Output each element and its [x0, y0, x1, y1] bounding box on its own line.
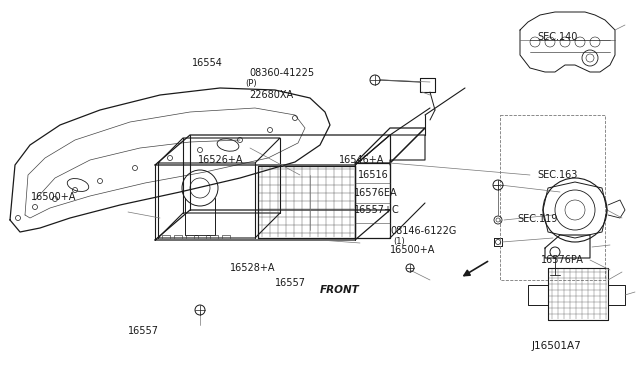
Text: 16528+A: 16528+A: [230, 263, 276, 273]
Text: 16557+C: 16557+C: [354, 205, 399, 215]
Text: FRONT: FRONT: [320, 285, 360, 295]
Text: SEC.119: SEC.119: [517, 215, 557, 224]
Text: 16546+A: 16546+A: [339, 155, 385, 165]
Text: (P): (P): [245, 79, 257, 88]
Text: 16516: 16516: [358, 170, 389, 180]
Text: 16557: 16557: [128, 326, 159, 336]
Text: SEC.140: SEC.140: [538, 32, 578, 42]
Text: 08360-41225: 08360-41225: [250, 68, 315, 77]
Text: 16526+A: 16526+A: [198, 155, 244, 165]
Text: 16576EA: 16576EA: [354, 189, 397, 198]
Text: 16557: 16557: [275, 278, 306, 288]
Text: J16501A7: J16501A7: [531, 341, 581, 351]
Text: (1): (1): [394, 237, 405, 246]
Text: 22680XA: 22680XA: [250, 90, 294, 100]
Text: SEC.163: SEC.163: [538, 170, 578, 180]
Text: 16554: 16554: [192, 58, 223, 68]
Text: 16576PA: 16576PA: [541, 256, 584, 265]
Text: 16500+A: 16500+A: [31, 192, 76, 202]
Text: 16500+A: 16500+A: [390, 245, 436, 255]
Text: 08146-6122G: 08146-6122G: [390, 226, 457, 235]
